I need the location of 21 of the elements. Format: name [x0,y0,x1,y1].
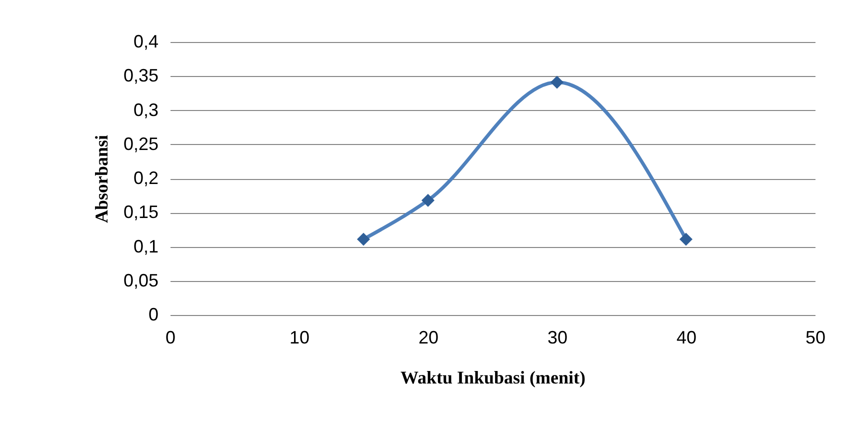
y-tick-label: 0,1 [133,236,158,256]
x-tick-label: 30 [547,328,568,348]
x-tick-label: 0 [165,328,176,348]
point [356,232,370,246]
point [421,194,435,207]
point [550,76,564,89]
y-tick-label: 0,15 [123,202,158,222]
y-tick-label: 0,2 [133,168,158,188]
y-tick-label: 0 [148,304,158,324]
y-tick-label: 0,35 [123,66,158,86]
x-tick-label: 10 [289,328,310,348]
x-tick-label: 40 [676,328,697,348]
y-axis-title: Absorbansi [91,134,112,224]
y-tick-label: 0,05 [123,270,158,290]
y-tick-label: 0,3 [133,100,158,120]
y-tick-label: 0,4 [133,32,158,52]
x-axis-title: Waktu Inkubasi (menit) [400,368,586,388]
point [679,232,693,246]
x-tick-label: 20 [418,328,439,348]
y-tick-label: 0,25 [123,134,158,154]
x-tick-label: 50 [805,328,826,348]
